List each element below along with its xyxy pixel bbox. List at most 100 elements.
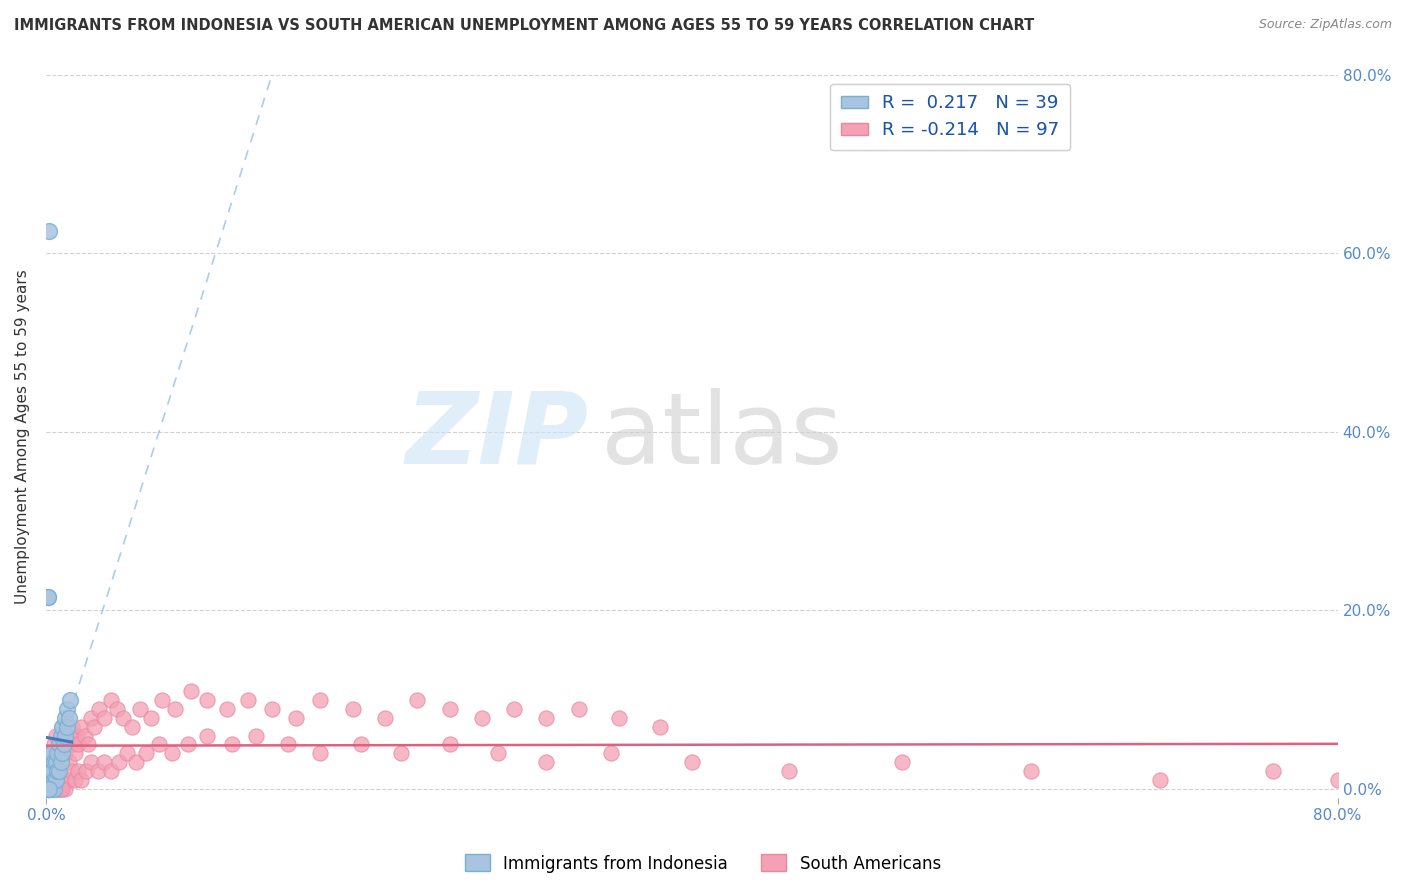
Point bbox=[39, 773, 62, 788]
Point bbox=[38, 764, 60, 779]
Point bbox=[135, 747, 157, 761]
Point bbox=[41, 782, 63, 797]
Point bbox=[53, 729, 76, 743]
Point bbox=[160, 747, 183, 761]
Point bbox=[41, 756, 63, 770]
Point bbox=[42, 738, 65, 752]
Point bbox=[38, 782, 60, 797]
Point bbox=[37, 773, 59, 788]
Point bbox=[115, 747, 138, 761]
Point bbox=[48, 756, 70, 770]
Point bbox=[41, 782, 63, 797]
Point bbox=[80, 756, 103, 770]
Point bbox=[46, 782, 69, 797]
Point bbox=[67, 738, 90, 752]
Point bbox=[56, 738, 79, 752]
Point bbox=[42, 773, 65, 788]
Point bbox=[86, 764, 108, 779]
Point bbox=[77, 738, 100, 752]
Text: atlas: atlas bbox=[602, 388, 844, 484]
Point bbox=[80, 711, 103, 725]
Point bbox=[177, 738, 200, 752]
Point bbox=[121, 720, 143, 734]
Point bbox=[73, 729, 96, 743]
Point bbox=[37, 590, 59, 604]
Point bbox=[503, 702, 526, 716]
Point bbox=[1261, 764, 1284, 779]
Point bbox=[607, 711, 630, 725]
Point bbox=[48, 773, 70, 788]
Point bbox=[148, 738, 170, 752]
Point bbox=[439, 738, 461, 752]
Point bbox=[536, 756, 558, 770]
Point bbox=[1326, 773, 1348, 788]
Point bbox=[45, 756, 67, 770]
Point bbox=[42, 782, 65, 797]
Point bbox=[38, 782, 60, 797]
Point bbox=[285, 711, 308, 725]
Point bbox=[45, 729, 67, 743]
Point bbox=[260, 702, 283, 716]
Point bbox=[63, 747, 86, 761]
Point bbox=[37, 782, 59, 797]
Point bbox=[197, 693, 219, 707]
Point bbox=[51, 747, 73, 761]
Point bbox=[197, 729, 219, 743]
Point bbox=[406, 693, 429, 707]
Point bbox=[58, 773, 80, 788]
Point bbox=[51, 720, 73, 734]
Point bbox=[53, 711, 76, 725]
Point bbox=[56, 702, 79, 716]
Point bbox=[60, 720, 83, 734]
Point bbox=[648, 720, 671, 734]
Legend: Immigrants from Indonesia, South Americans: Immigrants from Indonesia, South America… bbox=[458, 847, 948, 880]
Point bbox=[49, 738, 72, 752]
Point bbox=[70, 773, 93, 788]
Point bbox=[139, 711, 162, 725]
Point bbox=[39, 756, 62, 770]
Point bbox=[471, 711, 494, 725]
Point bbox=[342, 702, 364, 716]
Point bbox=[45, 782, 67, 797]
Point bbox=[45, 773, 67, 788]
Point bbox=[41, 764, 63, 779]
Point bbox=[53, 747, 76, 761]
Point bbox=[439, 702, 461, 716]
Point bbox=[38, 224, 60, 238]
Point bbox=[48, 764, 70, 779]
Point bbox=[49, 782, 72, 797]
Point bbox=[37, 782, 59, 797]
Point bbox=[38, 782, 60, 797]
Point bbox=[49, 756, 72, 770]
Text: IMMIGRANTS FROM INDONESIA VS SOUTH AMERICAN UNEMPLOYMENT AMONG AGES 55 TO 59 YEA: IMMIGRANTS FROM INDONESIA VS SOUTH AMERI… bbox=[14, 18, 1035, 33]
Point bbox=[486, 747, 509, 761]
Point bbox=[59, 693, 82, 707]
Point bbox=[46, 747, 69, 761]
Point bbox=[778, 764, 800, 779]
Point bbox=[112, 711, 135, 725]
Point bbox=[41, 747, 63, 761]
Y-axis label: Unemployment Among Ages 55 to 59 years: Unemployment Among Ages 55 to 59 years bbox=[15, 268, 30, 604]
Point bbox=[100, 693, 122, 707]
Point bbox=[600, 747, 623, 761]
Legend: R =  0.217   N = 39, R = -0.214   N = 97: R = 0.217 N = 39, R = -0.214 N = 97 bbox=[830, 84, 1070, 150]
Point bbox=[38, 773, 60, 788]
Point bbox=[56, 720, 79, 734]
Point bbox=[389, 747, 412, 761]
Point bbox=[63, 773, 86, 788]
Point bbox=[100, 764, 122, 779]
Point bbox=[309, 747, 332, 761]
Point bbox=[245, 729, 267, 743]
Point bbox=[890, 756, 912, 770]
Point bbox=[180, 684, 202, 698]
Point bbox=[107, 756, 129, 770]
Point bbox=[568, 702, 591, 716]
Point bbox=[46, 747, 69, 761]
Point bbox=[62, 738, 84, 752]
Point bbox=[681, 756, 703, 770]
Point bbox=[39, 782, 62, 797]
Point bbox=[150, 693, 173, 707]
Point bbox=[48, 738, 70, 752]
Point bbox=[52, 729, 75, 743]
Point bbox=[66, 729, 89, 743]
